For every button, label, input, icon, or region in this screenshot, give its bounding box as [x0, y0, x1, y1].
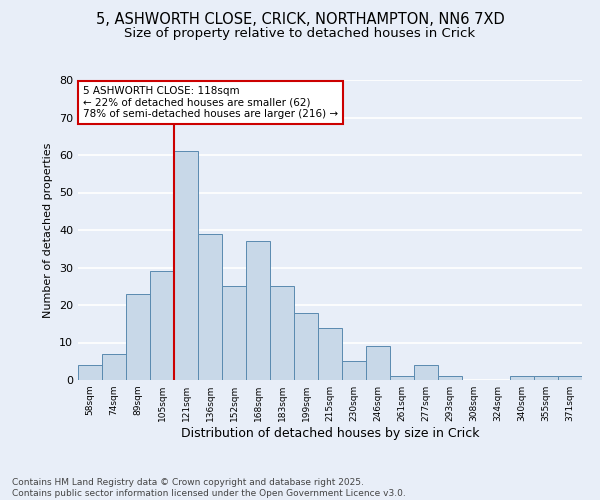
Y-axis label: Number of detached properties: Number of detached properties [43, 142, 53, 318]
Bar [174, 151, 198, 380]
Text: 5 ASHWORTH CLOSE: 118sqm
← 22% of detached houses are smaller (62)
78% of semi-d: 5 ASHWORTH CLOSE: 118sqm ← 22% of detach… [83, 86, 338, 119]
Bar [246, 242, 270, 380]
Bar [222, 286, 246, 380]
Bar [102, 354, 126, 380]
Bar [558, 376, 582, 380]
Bar [78, 365, 102, 380]
Bar [294, 312, 318, 380]
Bar [270, 286, 294, 380]
Bar [198, 234, 222, 380]
Bar [534, 376, 558, 380]
Text: Size of property relative to detached houses in Crick: Size of property relative to detached ho… [124, 28, 476, 40]
Bar [390, 376, 414, 380]
Bar [318, 328, 342, 380]
Bar [150, 271, 174, 380]
X-axis label: Distribution of detached houses by size in Crick: Distribution of detached houses by size … [181, 427, 479, 440]
Bar [510, 376, 534, 380]
Bar [126, 294, 150, 380]
Bar [438, 376, 462, 380]
Bar [342, 361, 366, 380]
Bar [366, 346, 390, 380]
Bar [414, 365, 438, 380]
Text: 5, ASHWORTH CLOSE, CRICK, NORTHAMPTON, NN6 7XD: 5, ASHWORTH CLOSE, CRICK, NORTHAMPTON, N… [95, 12, 505, 28]
Text: Contains HM Land Registry data © Crown copyright and database right 2025.
Contai: Contains HM Land Registry data © Crown c… [12, 478, 406, 498]
